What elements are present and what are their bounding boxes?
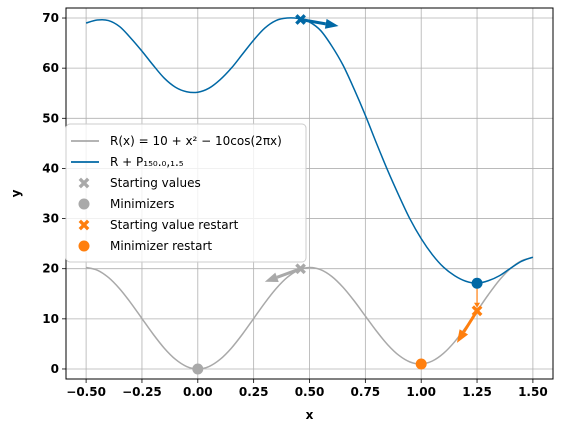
- marker-circle-6: [471, 277, 483, 289]
- y-tick-label: 20: [42, 262, 59, 276]
- legend-label: R(x) = 10 + x² − 10cos(2πx): [110, 134, 282, 148]
- x-tick-label: 1.00: [406, 385, 436, 399]
- arrow-head-4: [474, 302, 481, 308]
- x-stroke: [78, 177, 90, 189]
- marker-x-3: [471, 305, 483, 317]
- marker-x-5: [295, 14, 306, 25]
- x-ticks: −0.50 −0.25 0.00 0.25 0.50 0.75 1.00 1.25 1.50: [66, 379, 548, 399]
- marker-x-1: [295, 263, 306, 275]
- x-stroke: [295, 263, 306, 275]
- legend-circle-swatch: [78, 198, 90, 210]
- x-axis-label: x: [306, 408, 314, 422]
- x-stroke: [471, 305, 483, 317]
- y-tick-label: 60: [42, 61, 59, 75]
- x-tick-label: 0.25: [239, 385, 269, 399]
- legend-circle-swatch: [78, 240, 90, 252]
- x-stroke: [78, 219, 90, 231]
- x-tick-label: −0.25: [122, 385, 162, 399]
- arrow-head-2: [324, 18, 339, 29]
- arrow-shaft-2: [300, 18, 326, 26]
- markers: [192, 14, 483, 375]
- legend-box: [65, 123, 307, 263]
- legend-label: Starting values: [110, 176, 201, 190]
- x-tick-label: 1.50: [518, 385, 548, 399]
- arrow-head-3: [456, 329, 469, 343]
- y-tick-label: 0: [51, 362, 59, 376]
- y-tick-label: 70: [42, 11, 59, 25]
- marker-circle-2: [192, 363, 204, 375]
- legend-x-swatch: [78, 177, 90, 189]
- legend-label: Minimizers: [110, 197, 175, 211]
- x-tick-label: 0.50: [295, 385, 325, 399]
- x-tick-label: 0.75: [351, 385, 381, 399]
- arrow-shaft-1: [276, 267, 302, 279]
- grid: [66, 8, 553, 379]
- legend-label: Minimizer restart: [110, 239, 212, 253]
- x-tick-label: 0.00: [183, 385, 213, 399]
- y-axis-label: y: [9, 189, 23, 197]
- y-tick-label: 10: [42, 312, 59, 326]
- x-tick-label: −0.50: [66, 385, 106, 399]
- x-tick-label: 1.25: [462, 385, 492, 399]
- legend: R(x) = 10 + x² − 10cos(2πx) R + P₁₅₀.₀,₁.…: [65, 123, 307, 263]
- legend-label: R + P₁₅₀.₀,₁.₅: [110, 155, 184, 169]
- y-tick-label: 40: [42, 161, 59, 175]
- legend-label: Starting value restart: [110, 218, 239, 232]
- x-stroke: [295, 14, 306, 25]
- arrow-head-1: [264, 272, 279, 282]
- y-tick-label: 30: [42, 212, 59, 226]
- y-ticks: 0 10 20 30 40 50 60 70: [42, 11, 66, 376]
- legend-x-swatch: [78, 219, 90, 231]
- marker-circle-4: [415, 358, 427, 370]
- y-tick-label: 50: [42, 111, 59, 125]
- arrows: [264, 18, 481, 343]
